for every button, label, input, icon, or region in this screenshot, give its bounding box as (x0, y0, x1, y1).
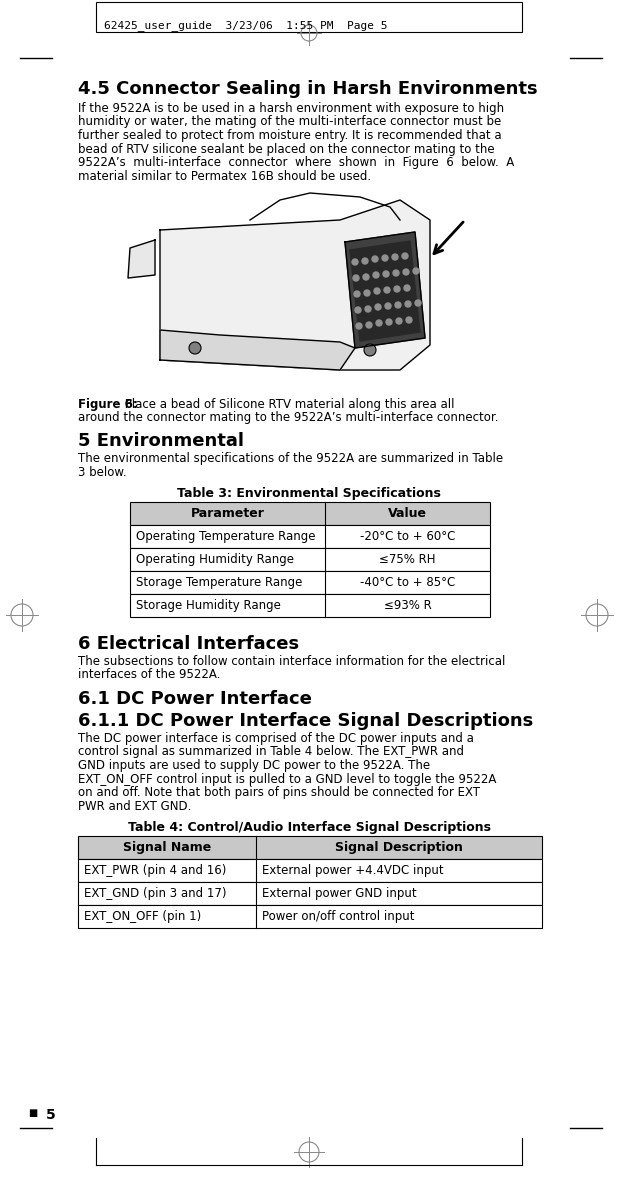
Text: control signal as summarized in Table 4 below. The EXT_PWR and: control signal as summarized in Table 4 … (78, 745, 464, 758)
Text: Power on/off control input: Power on/off control input (262, 910, 415, 923)
Text: ■: ■ (28, 1108, 37, 1118)
Circle shape (373, 272, 379, 278)
Polygon shape (345, 232, 425, 348)
Bar (130, 526, 490, 548)
Text: EXT_ON_OFF (pin 1): EXT_ON_OFF (pin 1) (84, 910, 201, 923)
Text: further sealed to protect from moisture entry. It is recommended that a: further sealed to protect from moisture … (78, 128, 501, 142)
Circle shape (365, 306, 371, 312)
Circle shape (403, 269, 409, 275)
Circle shape (395, 302, 401, 308)
Circle shape (384, 287, 390, 293)
Text: 5: 5 (46, 1108, 56, 1122)
Circle shape (362, 258, 368, 264)
Bar (130, 502, 490, 526)
Text: The DC power interface is comprised of the DC power inputs and a: The DC power interface is comprised of t… (78, 732, 474, 745)
Text: If the 9522A is to be used in a harsh environment with exposure to high: If the 9522A is to be used in a harsh en… (78, 102, 504, 115)
Text: Storage Humidity Range: Storage Humidity Range (136, 599, 281, 612)
Bar (78, 882, 542, 905)
Text: Signal Description: Signal Description (335, 841, 463, 854)
Polygon shape (160, 330, 355, 370)
Text: Operating Temperature Range: Operating Temperature Range (136, 530, 316, 542)
Text: 4.5 Connector Sealing in Harsh Environments: 4.5 Connector Sealing in Harsh Environme… (78, 80, 538, 98)
Circle shape (366, 322, 372, 328)
Text: Table 3: Environmental Specifications: Table 3: Environmental Specifications (177, 487, 441, 500)
Circle shape (386, 319, 392, 325)
Circle shape (382, 254, 388, 260)
Text: interfaces of the 9522A.: interfaces of the 9522A. (78, 668, 220, 682)
Text: 6 Electrical Interfaces: 6 Electrical Interfaces (78, 635, 299, 653)
Text: Table 4: Control/Audio Interface Signal Descriptions: Table 4: Control/Audio Interface Signal … (128, 821, 490, 834)
Text: 9522A’s  multi-interface  connector  where  shown  in  Figure  6  below.  A: 9522A’s multi-interface connector where … (78, 156, 514, 169)
Polygon shape (128, 240, 155, 278)
Text: 3 below.: 3 below. (78, 466, 127, 479)
Circle shape (364, 290, 370, 296)
Text: -40°C to + 85°C: -40°C to + 85°C (360, 576, 455, 589)
Circle shape (374, 288, 380, 294)
Text: around the connector mating to the 9522A’s multi-interface connector.: around the connector mating to the 9522A… (78, 412, 498, 425)
Circle shape (363, 274, 369, 280)
Circle shape (394, 286, 400, 292)
Text: Figure 6:: Figure 6: (78, 398, 138, 410)
Bar (130, 594, 490, 617)
Text: GND inputs are used to supply DC power to the 9522A. The: GND inputs are used to supply DC power t… (78, 758, 430, 772)
Text: EXT_PWR (pin 4 and 16): EXT_PWR (pin 4 and 16) (84, 864, 227, 877)
Circle shape (383, 271, 389, 277)
Circle shape (376, 320, 382, 326)
Text: Signal Name: Signal Name (123, 841, 211, 854)
Circle shape (404, 284, 410, 290)
Circle shape (402, 253, 408, 259)
Text: -20°C to + 60°C: -20°C to + 60°C (360, 530, 455, 542)
Circle shape (189, 342, 201, 354)
Circle shape (364, 344, 376, 356)
Circle shape (356, 323, 362, 329)
Circle shape (405, 301, 411, 307)
Text: External power +4.4VDC input: External power +4.4VDC input (262, 864, 444, 877)
Circle shape (355, 307, 361, 313)
Bar (130, 548, 490, 571)
Text: External power GND input: External power GND input (262, 887, 417, 900)
Circle shape (375, 304, 381, 310)
Circle shape (392, 254, 398, 260)
Circle shape (372, 256, 378, 262)
Circle shape (352, 259, 358, 265)
Circle shape (393, 270, 399, 276)
Text: Parameter: Parameter (191, 506, 264, 520)
Polygon shape (160, 200, 430, 370)
Text: EXT_ON_OFF control input is pulled to a GND level to toggle the 9522A: EXT_ON_OFF control input is pulled to a … (78, 773, 496, 786)
Text: Value: Value (388, 506, 427, 520)
Text: PWR and EXT GND.: PWR and EXT GND. (78, 799, 191, 812)
Polygon shape (350, 241, 420, 341)
Text: The subsections to follow contain interface information for the electrical: The subsections to follow contain interf… (78, 655, 505, 668)
Bar (78, 905, 542, 928)
Text: ≤93% R: ≤93% R (384, 599, 431, 612)
Text: 6.1 DC Power Interface: 6.1 DC Power Interface (78, 690, 312, 708)
Circle shape (415, 300, 421, 306)
Circle shape (385, 302, 391, 308)
Text: 6.1.1 DC Power Interface Signal Descriptions: 6.1.1 DC Power Interface Signal Descript… (78, 712, 533, 730)
Circle shape (354, 290, 360, 296)
Text: ≤75% RH: ≤75% RH (379, 553, 436, 566)
Text: material similar to Permatex 16B should be used.: material similar to Permatex 16B should … (78, 169, 371, 182)
Text: 5 Environmental: 5 Environmental (78, 432, 244, 450)
Circle shape (353, 275, 359, 281)
Text: EXT_GND (pin 3 and 17): EXT_GND (pin 3 and 17) (84, 887, 227, 900)
Bar (96, 2, 522, 32)
Circle shape (396, 318, 402, 324)
Text: Storage Temperature Range: Storage Temperature Range (136, 576, 302, 589)
Text: Place a bead of Silicone RTV material along this area all: Place a bead of Silicone RTV material al… (121, 398, 454, 410)
Bar (78, 836, 542, 859)
Circle shape (413, 268, 419, 274)
Text: bead of RTV silicone sealant be placed on the connector mating to the: bead of RTV silicone sealant be placed o… (78, 143, 495, 156)
Text: 62425_user_guide  3/23/06  1:55 PM  Page 5: 62425_user_guide 3/23/06 1:55 PM Page 5 (104, 20, 387, 31)
Bar (78, 859, 542, 882)
Text: Operating Humidity Range: Operating Humidity Range (136, 553, 294, 566)
Text: humidity or water, the mating of the multi-interface connector must be: humidity or water, the mating of the mul… (78, 115, 501, 128)
Bar (130, 571, 490, 594)
Circle shape (406, 317, 412, 323)
Text: on and off. Note that both pairs of pins should be connected for EXT: on and off. Note that both pairs of pins… (78, 786, 480, 799)
Text: The environmental specifications of the 9522A are summarized in Table: The environmental specifications of the … (78, 452, 503, 464)
